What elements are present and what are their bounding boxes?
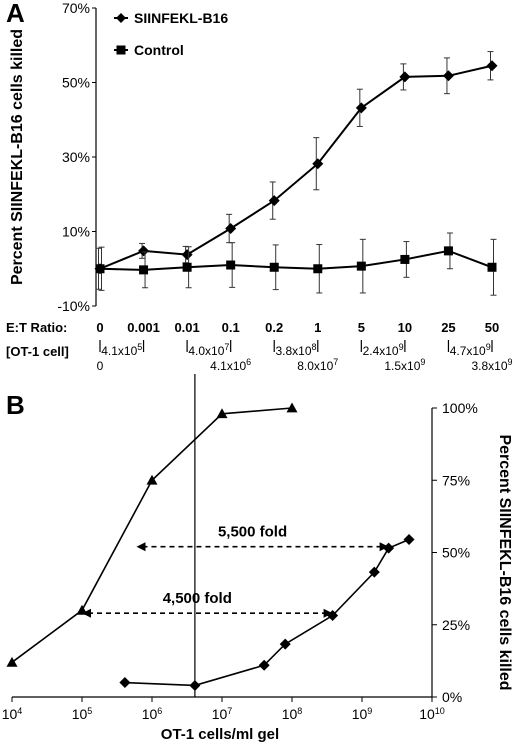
panel-a-point-diamond [181, 249, 193, 261]
panel-a-point-square [95, 264, 105, 274]
fold-arrow-head-right [323, 608, 333, 618]
panel-b-x-axis-label: OT-1 cells/ml gel [161, 726, 279, 743]
panel-b-point-triangle [76, 604, 88, 615]
panel-a-y-tick-label: 50% [62, 75, 90, 91]
panel-a-point-square [487, 262, 497, 272]
ot1-concentration-bottom: 8.0x107 [297, 357, 338, 373]
ot1-concentration-bottom: 3.8x109 [471, 357, 512, 373]
panel-b-x-tick-label: 108 [282, 706, 303, 722]
panel-a-point-diamond [355, 102, 367, 114]
panel-b-point-diamond [327, 610, 339, 622]
panel-a: -10% 10% 30% 50% 70% Percent SIINFEKL-B16 cel… [6, 0, 513, 373]
panel-a-y-tick-label: 30% [62, 149, 90, 165]
ot1-cell-label: [OT-1 cell] [6, 344, 69, 359]
panel-b-y-tick-label: 75% [442, 472, 470, 488]
panel-a-y-axis-label: Percent SIINFEKL-B16 cells killed [9, 29, 26, 285]
panel-b-x-tick-label: 105 [72, 706, 93, 722]
ot1-concentration-top: 2.4x109 [363, 342, 404, 358]
panel-a-point-square [400, 254, 410, 264]
panel-a-point-diamond [225, 223, 237, 235]
panel-b: 104 105 106 107 108 109 1010 OT-1 cells/ml gel 0… [2, 374, 513, 743]
panel-b-point-diamond [258, 659, 270, 671]
fold-arrow-head-right [379, 542, 389, 552]
panel-b-y-tick-label: 100% [442, 400, 478, 416]
panel-b-point-triangle [146, 474, 158, 485]
panel-a-legend-marker [116, 45, 126, 55]
panel-b-y-tick-label: 25% [442, 617, 470, 633]
panel-b-y-tick-label: 50% [442, 545, 470, 561]
panel-b-x-tick-label: 109 [352, 706, 373, 722]
panel-a-point-diamond [312, 158, 324, 170]
fold-annotation-label: 4,500 fold [163, 590, 232, 607]
ot1-concentration-top: 4.0x107 [188, 342, 229, 358]
panel-a-point-diamond [486, 60, 498, 72]
panel-b-point-diamond [403, 533, 415, 545]
ot1-concentration-top: 3.8x108 [275, 342, 316, 358]
et-ratio-value: 0.01 [174, 320, 199, 335]
panel-a-series-line-2 [99, 249, 493, 271]
et-ratio-value: 5 [358, 320, 365, 335]
ot1-concentration-bottom: 1.5x109 [384, 357, 425, 373]
et-ratio-value: 0.1 [222, 320, 240, 335]
et-ratio-value: 10 [398, 320, 412, 335]
ot1-concentration-bottom: 0 [97, 359, 104, 373]
panel-b-x-tick-label: 106 [142, 706, 163, 722]
fold-arrow-head-left [136, 542, 146, 552]
et-ratio-value: 1 [314, 320, 321, 335]
panel-b-x-tick-label: 1010 [419, 706, 445, 722]
panel-b-letter: B [6, 390, 25, 420]
panel-b-x-tick-label: 107 [212, 706, 233, 722]
panel-b-point-diamond [368, 566, 380, 578]
ot1-concentration-bottom: 4.1x106 [210, 357, 251, 373]
panel-b-y-axis-label: Percent SIINFEKL-B16 cells killed [496, 434, 513, 690]
panel-b-y-tick-label: 0% [442, 689, 462, 705]
et-ratio-value: 25 [441, 320, 455, 335]
et-ratio-value: 50 [485, 320, 499, 335]
panel-b-point-triangle [216, 408, 228, 419]
et-ratio-label: E:T Ratio: [6, 320, 67, 335]
panel-a-point-square [139, 265, 149, 275]
panel-a-point-diamond [442, 70, 454, 82]
panel-b-point-diamond [383, 542, 395, 554]
panel-a-letter: A [6, 0, 25, 28]
panel-b-point-diamond [119, 677, 131, 689]
panel-a-point-square [313, 264, 323, 274]
panel-a-legend-marker [116, 13, 126, 23]
panel-a-y-tick-label: -10% [57, 298, 90, 314]
panel-b-point-diamond [279, 638, 291, 650]
panel-a-point-square [226, 260, 236, 270]
et-ratio-value: 0 [96, 320, 103, 335]
panel-b-point-triangle [6, 656, 18, 667]
panel-a-series-line-1 [99, 64, 493, 270]
panel-b-point-triangle [286, 402, 298, 413]
et-ratio-value: 0.001 [127, 320, 160, 335]
et-ratio-value: 0.2 [265, 320, 283, 335]
panel-b-x-tick-label: 104 [2, 706, 23, 722]
panel-a-legend-label: SIINFEKL-B16 [134, 10, 228, 26]
panel-a-point-square [443, 246, 453, 256]
panel-a-y-tick-label: 10% [62, 224, 90, 240]
panel-a-point-diamond [268, 195, 280, 207]
panel-a-y-tick-label: 70% [62, 0, 90, 16]
panel-a-point-diamond [138, 245, 150, 257]
panel-a-point-square [269, 262, 279, 272]
panel-a-legend-label: Control [134, 42, 184, 58]
ot1-concentration-top: 4.7x109 [450, 342, 491, 358]
panel-a-point-square [182, 262, 192, 272]
panel-a-point-square [356, 261, 366, 271]
panel-b-point-diamond [189, 679, 201, 691]
fold-annotation-label: 5,500 fold [218, 524, 287, 541]
panel-a-point-diamond [399, 71, 411, 83]
ot1-concentration-top: 4.1x105 [101, 342, 142, 358]
panel-b-series-line-2 [124, 538, 410, 687]
